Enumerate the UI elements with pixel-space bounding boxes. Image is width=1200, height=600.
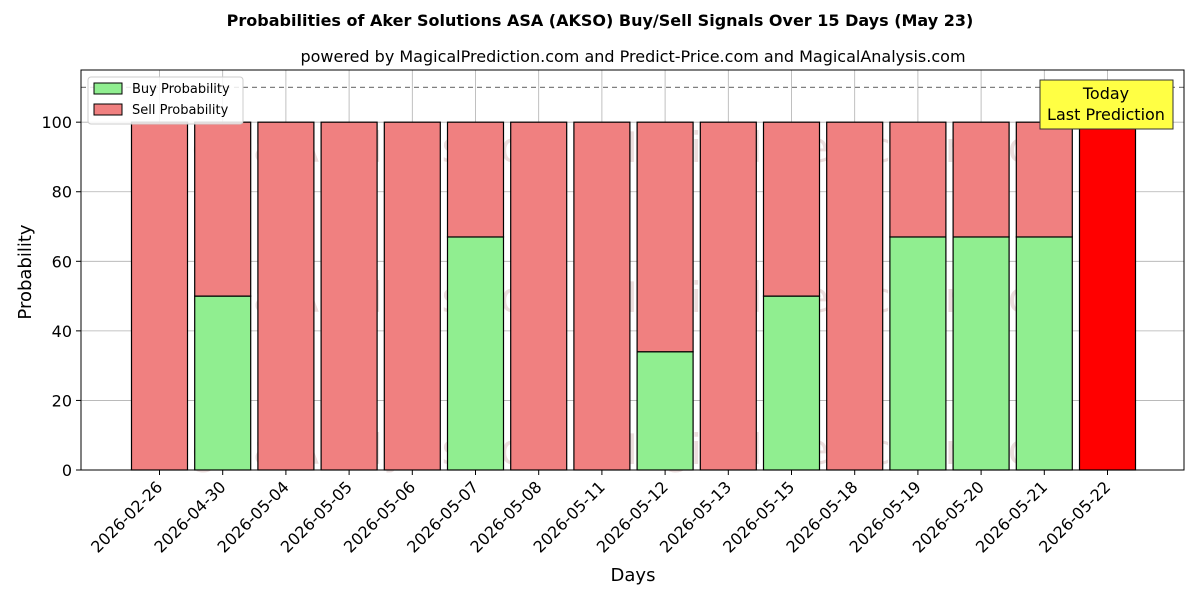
sell-bar (826, 121, 884, 471)
sell-bar (257, 121, 315, 471)
annotation-text: Today (1082, 84, 1129, 103)
y-tick-label: 0 (62, 461, 72, 480)
bar-layer (130, 121, 1137, 471)
plot-frame (80, 69, 1185, 471)
buy-bar (889, 236, 947, 471)
sell-bar (446, 121, 505, 238)
buy-bar (762, 295, 821, 471)
y-tick-label: 100 (41, 113, 72, 132)
x-axis-label: Days (611, 565, 656, 586)
highlight-sell-bar (1078, 121, 1137, 471)
sell-bar (320, 121, 378, 471)
buy-bar (194, 295, 252, 471)
y-tick-label: 80 (52, 183, 72, 202)
sell-bar (952, 121, 1010, 238)
sell-bar (762, 121, 821, 297)
buy-bar (952, 236, 1010, 471)
y-tick-label: 20 (52, 391, 72, 410)
annotation-box (1039, 79, 1174, 130)
sell-bar (636, 121, 694, 353)
buy-bar (1015, 236, 1073, 471)
legend-label: Sell Probability (132, 103, 229, 118)
sell-bar (699, 121, 757, 471)
legend-swatch (93, 103, 123, 116)
sell-bar (510, 121, 568, 471)
buy-bar (636, 351, 694, 471)
legend-box (87, 76, 244, 125)
chart-subtitle: powered by MagicalPrediction.com and Pre… (300, 47, 965, 66)
legend-label: Buy Probability (132, 82, 230, 97)
y-tick-label: 40 (52, 322, 72, 341)
today-annotation: Today Last Prediction (1039, 79, 1174, 130)
sell-bar (1015, 121, 1073, 238)
y-tick-label: 60 (52, 252, 72, 271)
sell-bar (194, 121, 252, 297)
legend: Buy Probability Sell Probability (87, 76, 244, 125)
y-axis-label: Probability (15, 224, 36, 319)
sell-bar (130, 121, 189, 471)
annotation-text: Last Prediction (1047, 105, 1165, 124)
sell-bar (383, 121, 441, 471)
sell-bar (573, 121, 631, 471)
chart-title: Probabilities of Aker Solutions ASA (AKS… (227, 11, 974, 30)
legend-swatch (93, 82, 123, 95)
sell-bar (889, 121, 947, 238)
buy-bar (446, 236, 505, 471)
